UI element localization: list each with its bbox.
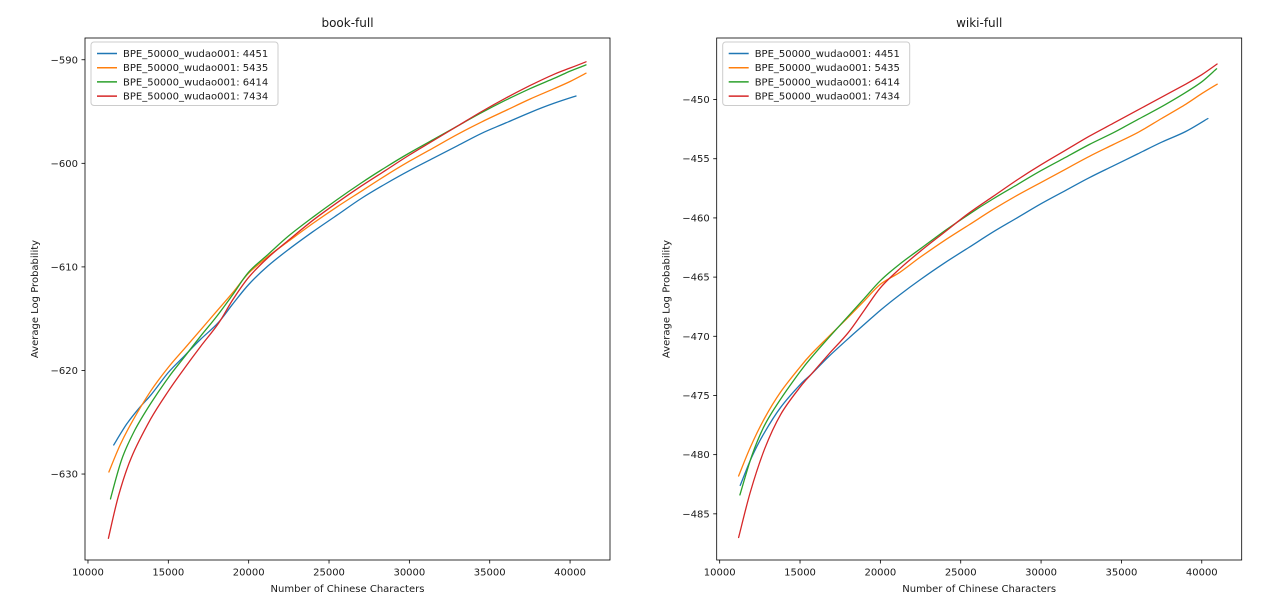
legend-label: BPE_50000_wudao001: 6414: [755, 77, 900, 88]
y-tick-label: −610: [51, 262, 78, 273]
legend-label: BPE_50000_wudao001: 5435: [123, 63, 268, 74]
legend: BPE_50000_wudao001: 4451 BPE_50000_wudao0…: [722, 41, 911, 106]
y-tick-label: −590: [51, 55, 78, 66]
x-tick-label: 30000: [1025, 568, 1057, 579]
series-line-7434: [107, 61, 587, 539]
y-axis-label-left: Average Log Probability: [30, 240, 41, 358]
x-tick-label: 35000: [1106, 568, 1138, 579]
x-tick-label: 30000: [393, 568, 425, 579]
y-axis-label-right: Average Log Probability: [662, 240, 673, 358]
y-tick-label: −485: [682, 509, 709, 520]
series-line-5435: [108, 72, 587, 473]
chart-book-full: book-full Number of Chinese Characters A…: [30, 16, 611, 595]
y-tick-label: −630: [51, 470, 78, 481]
x-tick-label: 10000: [704, 568, 736, 579]
legend-label: BPE_50000_wudao001: 7434: [755, 92, 900, 103]
plot-area-right: 10000 15000 20000 25000 30000 35000 40000 −450 −…: [682, 37, 1243, 579]
x-tick-label: 20000: [864, 568, 896, 579]
legend-label: BPE_50000_wudao001: 4451: [123, 49, 268, 60]
y-tick-label: −480: [682, 450, 709, 461]
x-tick-label: 15000: [784, 568, 816, 579]
y-tick-label: −450: [682, 95, 709, 106]
series-line-6414: [109, 64, 587, 500]
legend-label: BPE_50000_wudao001: 7434: [123, 92, 268, 103]
y-tick-label: −475: [682, 391, 709, 402]
x-axis-label-left: Number of Chinese Characters: [271, 584, 425, 595]
x-tick-label: 20000: [233, 568, 265, 579]
series-line-6414: [739, 68, 1218, 496]
chart-wiki-full: wiki-full Number of Chinese Characters A…: [662, 16, 1243, 595]
x-tick-label: 15000: [152, 568, 184, 579]
series-line-5435: [737, 83, 1218, 477]
x-tick-label: 40000: [1186, 568, 1218, 579]
legend: BPE_50000_wudao001: 4451 BPE_50000_wudao0…: [90, 41, 279, 106]
legend-label: BPE_50000_wudao001: 6414: [123, 77, 268, 88]
legend-box: [722, 41, 911, 106]
legend-box: [90, 41, 279, 106]
plot-frame: [716, 37, 1243, 561]
y-tick-label: −460: [682, 213, 709, 224]
y-tick-label: −470: [682, 332, 709, 343]
legend-label: BPE_50000_wudao001: 4451: [755, 49, 900, 60]
y-tick-label: −620: [51, 366, 78, 377]
x-tick-label: 40000: [554, 568, 586, 579]
y-tick-label: −455: [682, 154, 709, 165]
plot-frame: [84, 37, 611, 561]
y-tick-label: −600: [51, 159, 78, 170]
plot-area-left: 10000 15000 20000 25000 30000 35000 40000 −590 −…: [51, 37, 611, 579]
series-line-4451: [113, 95, 577, 446]
y-tick-label: −465: [682, 273, 709, 284]
series-line-4451: [739, 117, 1209, 487]
x-tick-label: 10000: [72, 568, 104, 579]
chart-title-right: wiki-full: [956, 16, 1002, 30]
chart-title-left: book-full: [321, 16, 373, 30]
x-tick-label: 35000: [474, 568, 506, 579]
x-tick-label: 25000: [945, 568, 977, 579]
legend-label: BPE_50000_wudao001: 5435: [755, 63, 900, 74]
x-axis-label-right: Number of Chinese Characters: [902, 584, 1056, 595]
series-line-7434: [737, 63, 1218, 539]
x-tick-label: 25000: [313, 568, 345, 579]
